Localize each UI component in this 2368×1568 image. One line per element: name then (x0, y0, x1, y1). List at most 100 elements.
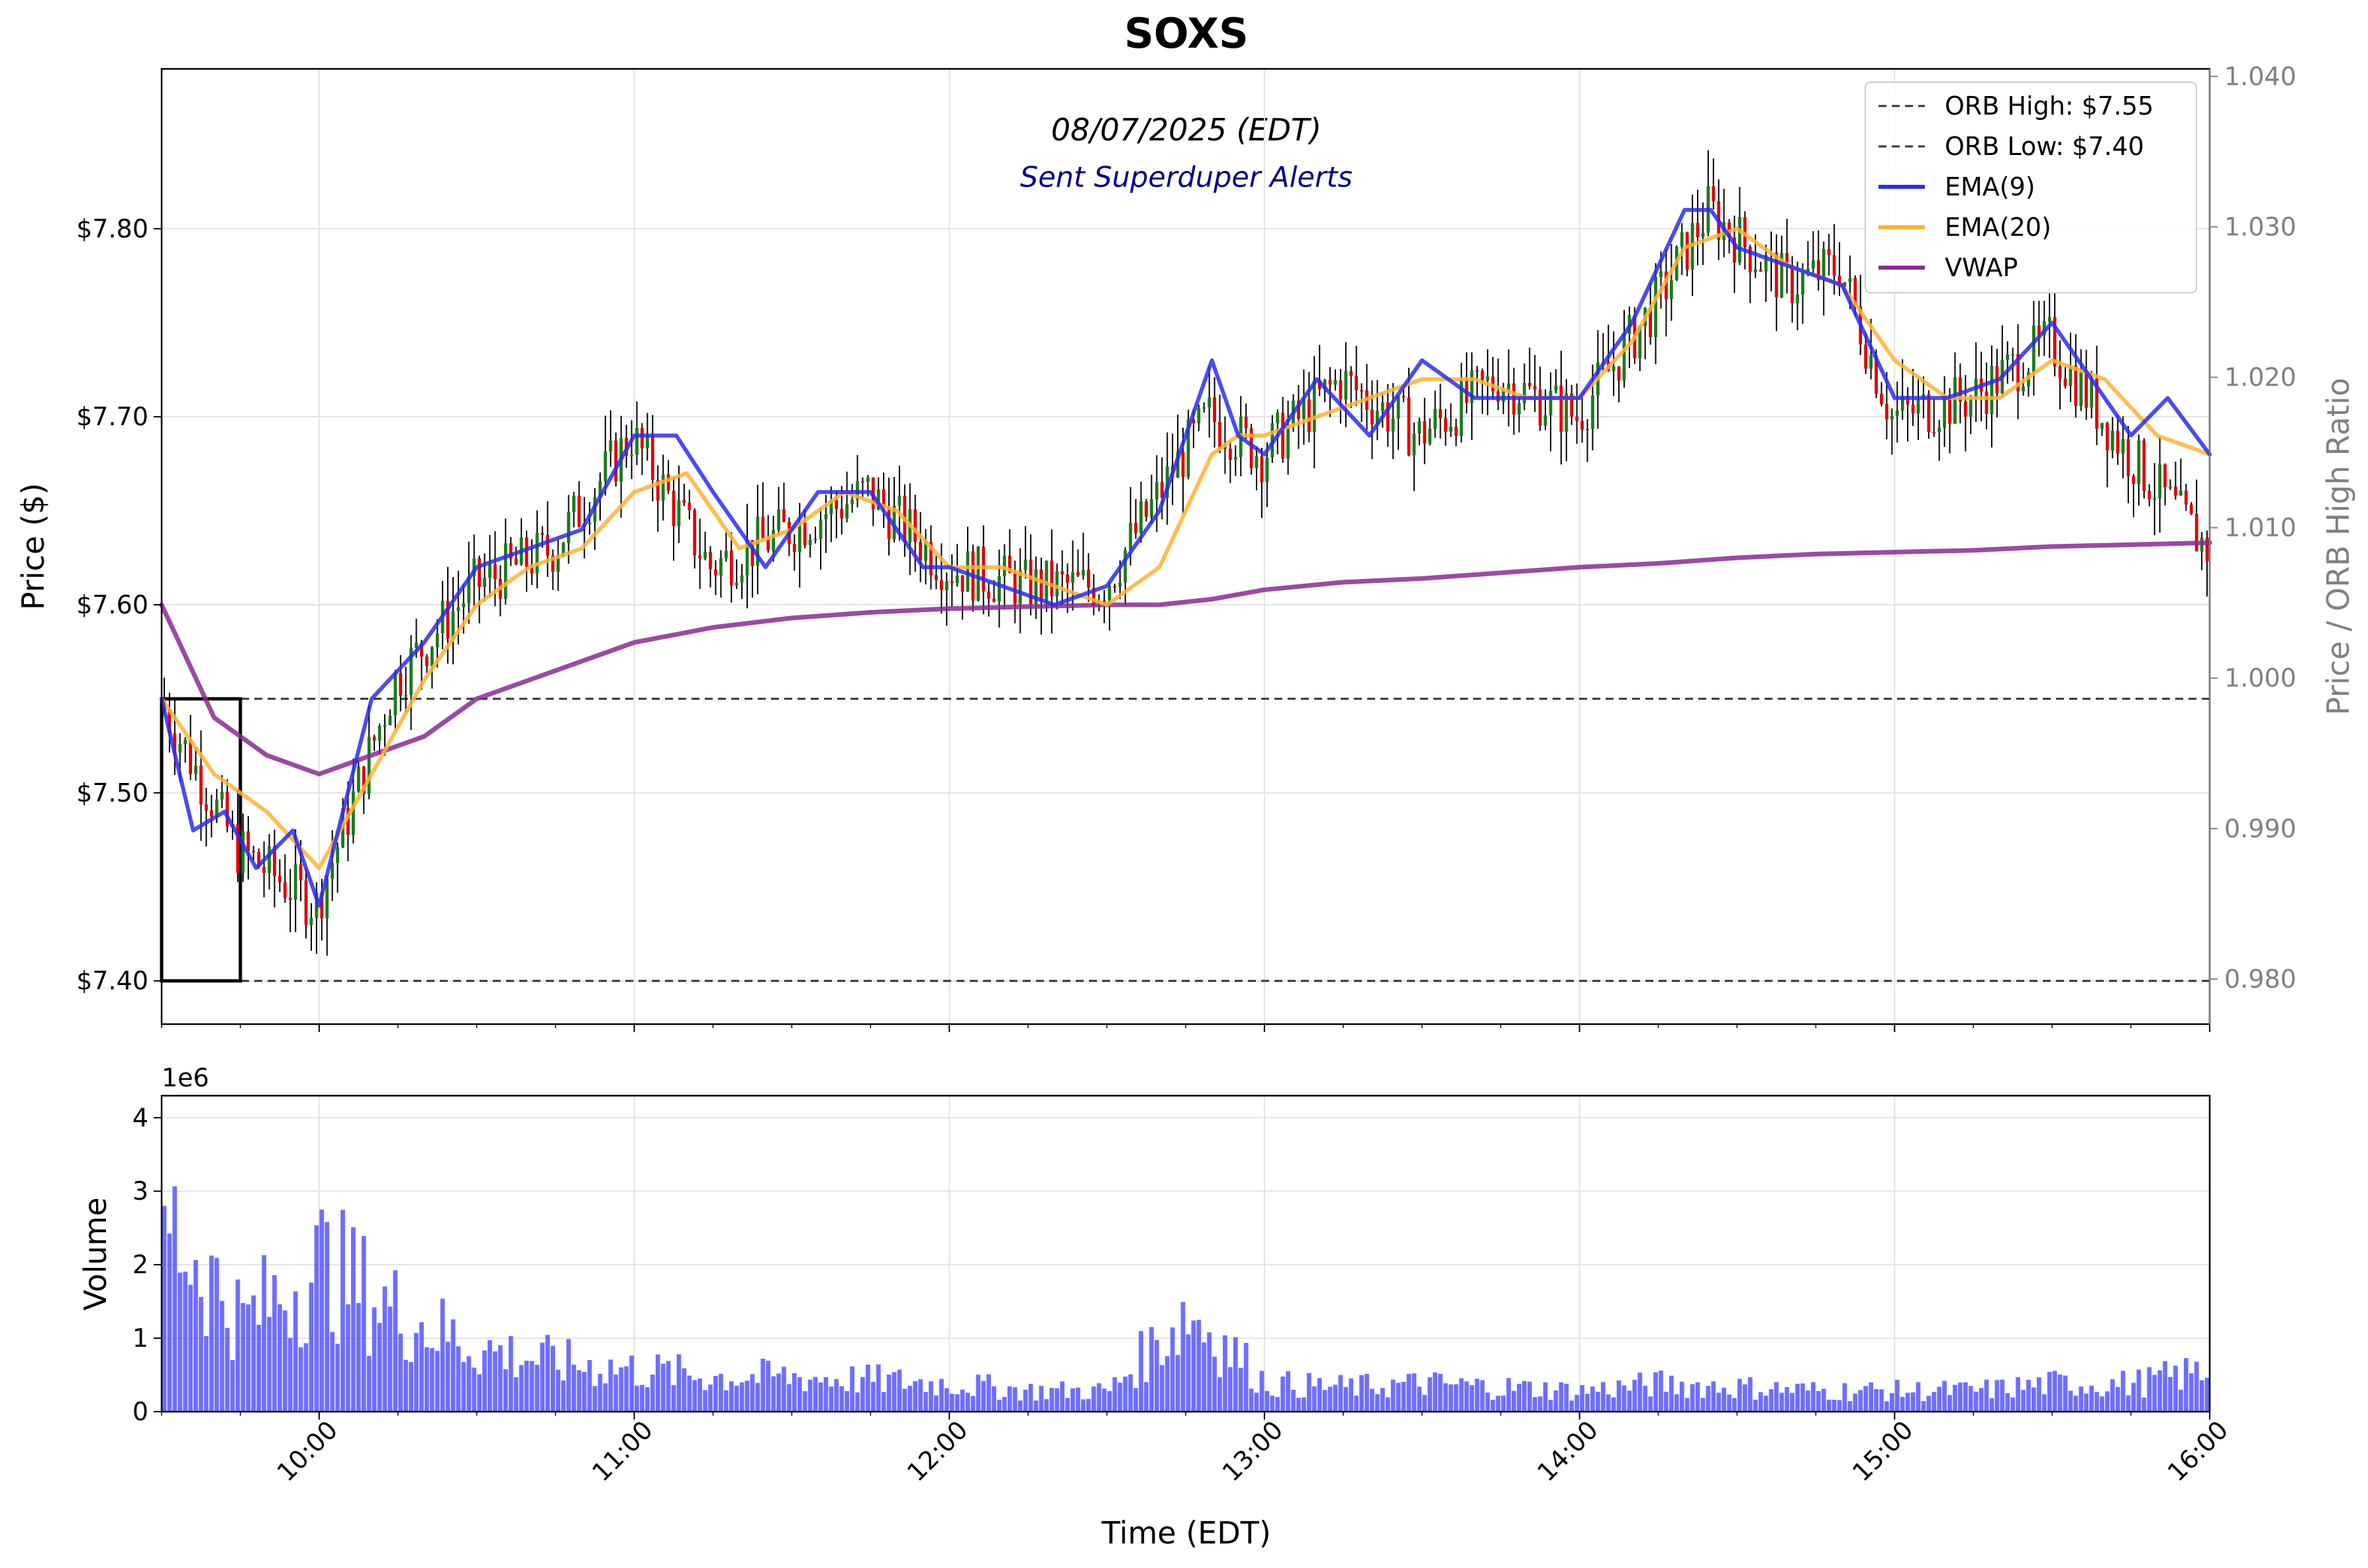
candle-body (2106, 423, 2109, 450)
volume-bar (1989, 1398, 1994, 1412)
volume-bar (1385, 1397, 1390, 1412)
price-tick-label: $7.60 (76, 590, 148, 619)
volume-bar (1753, 1399, 1758, 1412)
candle-body (2032, 325, 2035, 373)
volume-bar (1159, 1365, 1164, 1412)
candle-body (2194, 513, 2198, 552)
candlesticks (162, 150, 2209, 956)
volume-bar (1390, 1379, 1396, 1412)
candle-body (1565, 393, 1569, 432)
candle-body (309, 917, 313, 925)
volume-bar (981, 1381, 986, 1412)
candle-body (1355, 376, 1359, 390)
candle-body (1029, 559, 1033, 605)
candle-body (2169, 486, 2172, 488)
candle-body (1302, 399, 1306, 419)
volume-bar (366, 1355, 372, 1412)
volume-bar (1648, 1396, 1653, 1412)
candle-body (1959, 377, 1962, 402)
volume-bar (566, 1339, 571, 1412)
candle-body (352, 791, 355, 835)
candle-body (503, 543, 507, 599)
volume-bar (2163, 1361, 2167, 1412)
volume-bar (1223, 1335, 1227, 1412)
candle-body (567, 512, 570, 543)
volume-bar (1863, 1386, 1869, 1412)
candle-body (1423, 421, 1427, 444)
candle-body (1071, 572, 1074, 583)
candle-body (1554, 385, 1558, 392)
candle-body (1328, 380, 1332, 385)
volume-bar (1060, 1381, 1065, 1412)
volume-bar (1422, 1394, 1427, 1412)
candle-body (1937, 427, 1941, 433)
volume-bar (1706, 1386, 1711, 1412)
volume-bar (282, 1310, 287, 1412)
candle-body (1549, 391, 1553, 416)
candle-body (2158, 464, 2162, 499)
candle-body (1312, 380, 1316, 433)
volume-bar (240, 1303, 246, 1412)
volume-bar (1412, 1373, 1417, 1412)
candle-body (425, 656, 429, 666)
volume-bar (592, 1386, 597, 1412)
volume-bar (2147, 1367, 2152, 1412)
volume-bar (1044, 1399, 1049, 1412)
volume-bar (881, 1392, 886, 1412)
candle-body (331, 862, 335, 879)
volume-bar (1679, 1381, 1684, 1412)
volume-bar (188, 1284, 193, 1412)
volume-bar (1512, 1390, 1516, 1412)
candle-body (1186, 419, 1190, 478)
candle-body (782, 509, 786, 522)
volume-bar (1994, 1380, 2000, 1412)
volume-bar (597, 1373, 603, 1412)
volume-bar (1401, 1381, 1406, 1412)
volume-bar (561, 1381, 566, 1412)
volume-bar (970, 1396, 976, 1412)
candle-body (2179, 490, 2183, 496)
candle-body (1559, 385, 1563, 432)
candle-body (813, 539, 817, 541)
volume-bar (802, 1391, 807, 1412)
candle-body (388, 715, 392, 725)
candle-body (1654, 277, 1657, 337)
candle-body (451, 611, 455, 639)
candle-body (1286, 425, 1290, 459)
volume-bar (445, 1341, 450, 1412)
candle-body (1837, 276, 1841, 287)
volume-bar (425, 1347, 429, 1412)
candle-body (766, 538, 770, 550)
volume-bar (839, 1386, 845, 1412)
candle-body (929, 542, 933, 576)
volume-bar (1905, 1392, 1910, 1412)
candle-body (845, 504, 849, 519)
volume-bar (587, 1360, 592, 1412)
volume-bar (472, 1367, 477, 1412)
candle-body (1396, 396, 1400, 419)
volume-bar (2152, 1375, 2157, 1412)
volume-bar (1480, 1380, 1485, 1412)
candle-body (1265, 457, 1269, 483)
volume-bar (435, 1351, 440, 1412)
volume-bar (1858, 1390, 1863, 1412)
candle-body (1848, 278, 1852, 283)
candle-body (1480, 370, 1484, 381)
volume-bar (508, 1335, 513, 1412)
volume-bar (1333, 1385, 1338, 1412)
candle-body (1816, 260, 1820, 281)
ema20-line (160, 227, 2212, 870)
volume-bar (429, 1347, 435, 1412)
chart-title: SOXS (1124, 9, 1249, 58)
volume-bar (545, 1335, 550, 1412)
volume-bar (960, 1389, 965, 1412)
ema9-line (160, 207, 2212, 908)
candle-body (252, 851, 256, 853)
volume-bar (387, 1306, 393, 1412)
volume-bar (1831, 1400, 1837, 1412)
candle-body (709, 552, 712, 570)
volume-bar (1280, 1376, 1286, 1412)
candle-body (168, 709, 172, 734)
candle-body (824, 514, 828, 520)
candle-body (372, 736, 376, 741)
